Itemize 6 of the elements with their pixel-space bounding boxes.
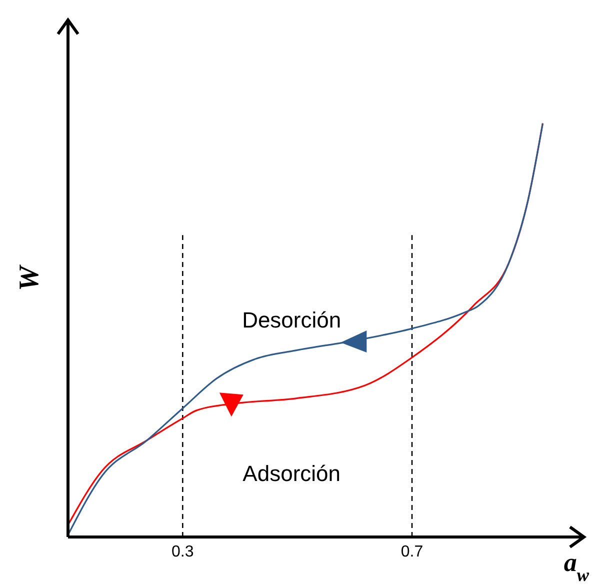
- annotation: Adsorción: [242, 460, 341, 486]
- annotation: Desorción: [242, 308, 342, 333]
- x-axis-title: a$_{w}$: [564, 548, 590, 585]
- x-tick-label: 0.3: [172, 543, 194, 560]
- y-axis-title: W: [14, 264, 45, 291]
- x-tick-label: 0.7: [400, 543, 424, 560]
